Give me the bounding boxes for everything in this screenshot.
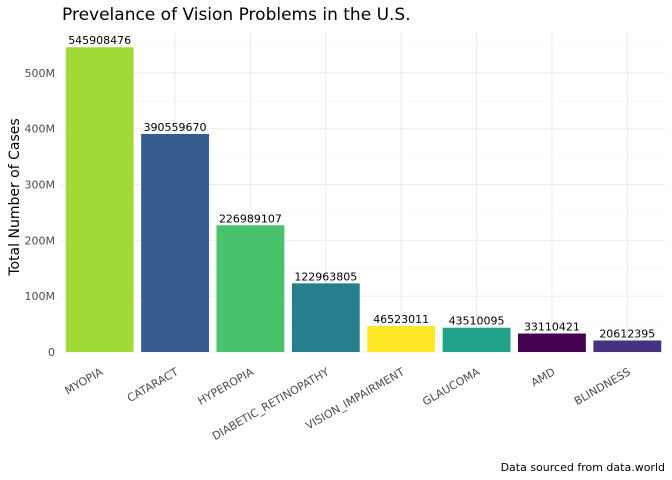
bar-value-label: 20612395 — [599, 327, 655, 340]
y-tick-label: 500M — [25, 67, 56, 80]
y-tick-label: 300M — [25, 179, 56, 192]
y-axis-title: Total Number of Cases — [7, 118, 23, 276]
y-tick-label: 0 — [48, 346, 55, 359]
bar-value-label: 46523011 — [373, 313, 429, 326]
bar-value-labels: 545908476 390559670 226989107 122963805 4652… — [68, 34, 655, 340]
bar-hyperopia — [216, 225, 285, 352]
bars — [65, 47, 662, 352]
bar-myopia — [65, 47, 134, 352]
bar-value-label: 390559670 — [144, 121, 207, 134]
bar-blindness — [593, 340, 662, 352]
bar-value-label: 545908476 — [68, 34, 131, 47]
y-tick-label: 200M — [25, 234, 56, 247]
x-tick-label: AMD — [529, 365, 558, 389]
x-tick-label: MYOPIA — [63, 365, 106, 397]
bar-value-label: 226989107 — [219, 212, 282, 225]
y-axis-ticks: 0 100M 200M 300M 400M 500M — [25, 67, 56, 359]
bar-value-label: 122963805 — [294, 270, 357, 283]
x-tick-label: GLAUCOMA — [420, 365, 482, 408]
bar-value-label: 43510095 — [449, 315, 505, 328]
x-tick-label: BLINDNESS — [572, 365, 633, 408]
chart-title: Prevelance of Vision Problems in the U.S… — [62, 5, 411, 25]
bar-amd — [518, 333, 586, 352]
x-axis-ticks: MYOPIA CATARACT HYPEROPIADIABETIC_RETINOPA… — [63, 365, 633, 443]
y-tick-label: 400M — [25, 123, 56, 136]
x-tick-label: HYPEROPIA — [196, 365, 257, 408]
bar-value-label: 33110421 — [524, 321, 580, 334]
bar-vision-impairment — [367, 326, 436, 352]
y-tick-label: 100M — [25, 290, 56, 303]
caption: Data sourced from data.world — [501, 461, 665, 474]
x-tick-label: CATARACT — [125, 365, 181, 405]
bar-diabetic-retinopathy — [291, 283, 360, 352]
bar-cataract — [141, 133, 209, 352]
bar-glaucoma — [442, 327, 511, 352]
